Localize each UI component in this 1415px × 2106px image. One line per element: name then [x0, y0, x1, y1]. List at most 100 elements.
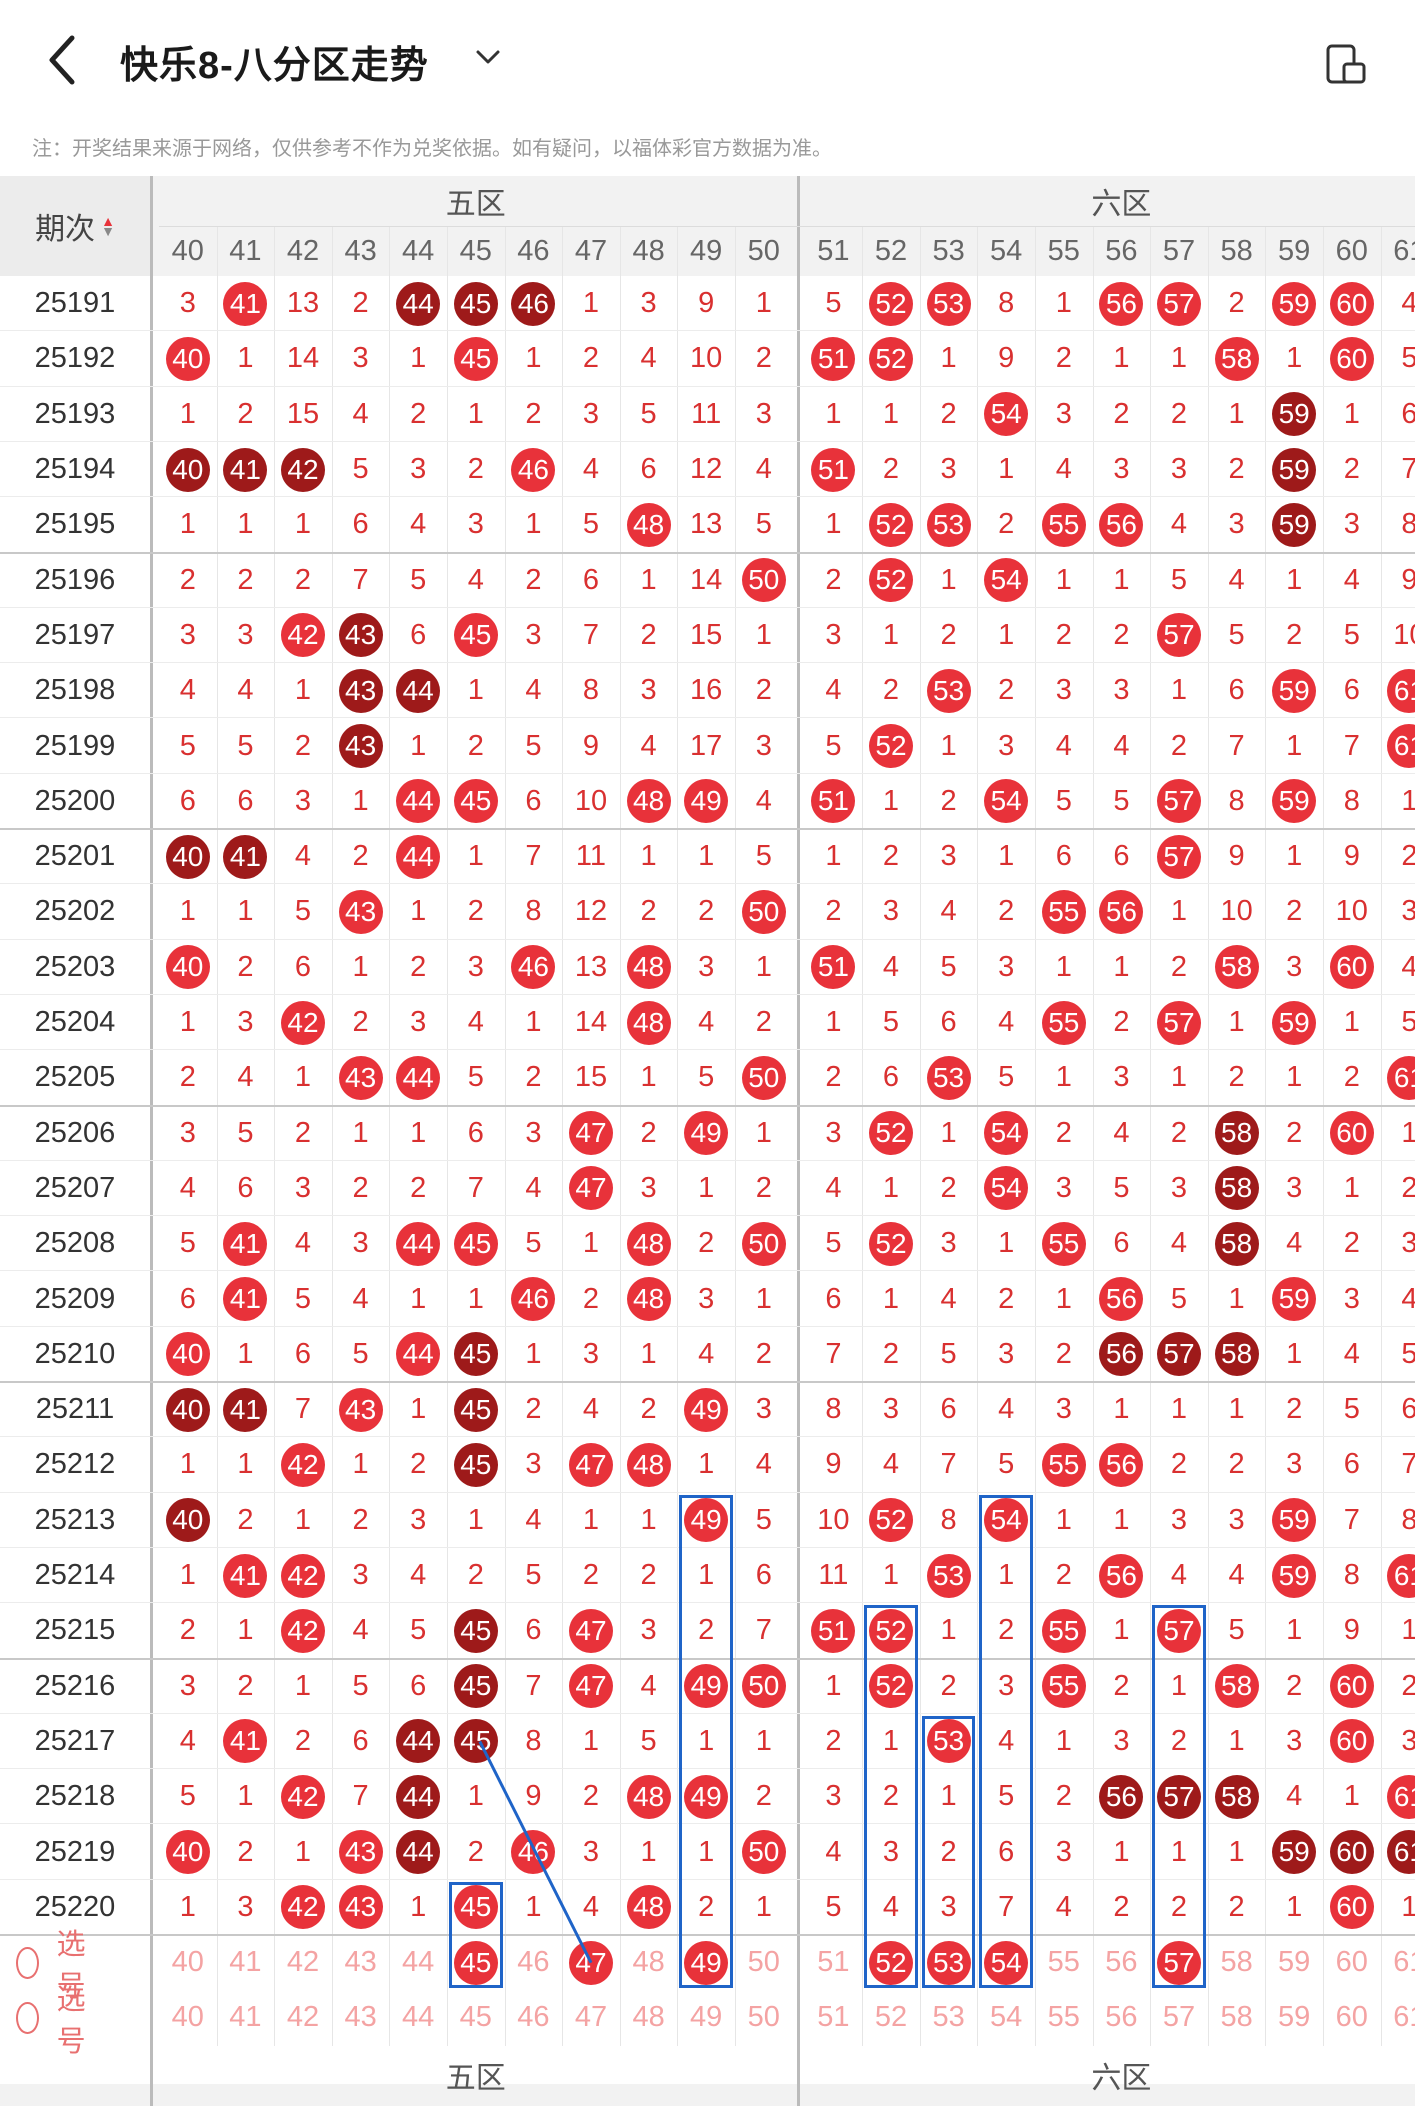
select-number-cell[interactable]: 48: [632, 1946, 665, 1979]
select-number-cell[interactable]: 59: [1278, 1946, 1311, 1979]
select-number-cell[interactable]: 58: [1220, 2001, 1253, 2034]
number-cell: 1: [640, 1835, 657, 1868]
drawn-number-ball: 59: [1272, 1498, 1317, 1543]
number-cell: 54: [977, 553, 1035, 608]
drawn-number-ball: 40: [165, 1830, 210, 1875]
select-number-cell[interactable]: 55: [1047, 2001, 1080, 2034]
drawn-number-ball: 42: [280, 1553, 325, 1598]
select-number-cell[interactable]: 56: [1105, 1946, 1138, 1979]
number-cell: 51: [805, 1603, 863, 1658]
number-cell: 5: [1055, 784, 1072, 817]
drawn-number-ball: 51: [811, 779, 856, 824]
drawn-number-ball: 60: [1329, 1885, 1374, 1930]
select-number-cell[interactable]: 56: [1105, 2001, 1138, 2034]
period-header[interactable]: 期次 ▲ ▼: [0, 176, 150, 276]
select-number-cell[interactable]: 53: [932, 2001, 965, 2034]
picked-number-ball[interactable]: 54: [984, 1940, 1029, 1985]
select-number-cell[interactable]: 55: [1047, 1946, 1080, 1979]
picked-number-ball[interactable]: 49: [684, 1940, 729, 1985]
drawn-number-ball: 46: [511, 281, 556, 326]
select-number-cell[interactable]: 46: [517, 1946, 550, 1979]
number-cell: 48: [620, 1769, 678, 1824]
select-number-button[interactable]: 选号: [16, 1929, 95, 2003]
select-number-cell[interactable]: 41: [229, 2001, 262, 2034]
drawn-number-ball: 51: [811, 1608, 856, 1653]
number-cell: 1: [1113, 1614, 1130, 1647]
select-number-cell[interactable]: 42: [286, 1946, 320, 1979]
number-cell: 2: [640, 1116, 657, 1149]
select-number-cell[interactable]: 40: [171, 2001, 204, 2034]
number-cell: 1: [467, 840, 484, 873]
select-number-cell[interactable]: 54: [977, 1935, 1035, 1990]
select-number-cell[interactable]: 41: [229, 1946, 262, 1979]
select-number-cell[interactable]: 61: [1393, 1946, 1415, 1979]
number-cell: 42: [274, 1880, 332, 1935]
select-number-cell[interactable]: 49: [690, 2001, 723, 2034]
select-number-cell[interactable]: 50: [747, 1946, 780, 1979]
number-cell: 2: [882, 1337, 900, 1370]
select-number-cell[interactable]: 57: [1150, 1935, 1208, 1990]
column-header: 42: [286, 234, 320, 267]
number-cell: 6: [525, 1614, 542, 1647]
zone-label-bottom: 六区: [1091, 2061, 1152, 2095]
back-arrow-icon[interactable]: [40, 30, 88, 90]
number-cell: 1: [237, 895, 254, 928]
number-cell: 2: [294, 1116, 312, 1149]
column-header: 43: [344, 234, 377, 267]
number-cell: 3: [352, 1227, 369, 1260]
period-number: 25198: [34, 674, 116, 707]
sort-icon[interactable]: ▲ ▼: [101, 213, 115, 239]
screen-layout-icon[interactable]: [1322, 40, 1370, 88]
radio-circle-icon[interactable]: [16, 2001, 39, 2034]
number-cell: 2: [1170, 1448, 1188, 1481]
drawn-number-ball: 42: [280, 1774, 325, 1819]
select-number-button[interactable]: 选号: [16, 1984, 95, 2058]
number-cell: 2: [1343, 1061, 1360, 1094]
select-number-cell[interactable]: 57: [1162, 2001, 1196, 2034]
picked-number-ball[interactable]: 47: [568, 1940, 613, 1985]
select-number-cell[interactable]: 53: [920, 1935, 978, 1990]
number-cell: 44: [389, 663, 447, 718]
select-number-cell[interactable]: 51: [817, 2001, 850, 2034]
select-number-cell[interactable]: 50: [747, 2001, 780, 2034]
picked-number-ball[interactable]: 57: [1156, 1940, 1201, 1985]
number-cell: 7: [582, 618, 600, 651]
chevron-down-icon[interactable]: [472, 44, 504, 70]
select-number-cell[interactable]: 51: [817, 1946, 850, 1979]
select-number-cell[interactable]: 58: [1220, 1946, 1253, 1979]
select-number-cell[interactable]: 47: [574, 2001, 608, 2034]
select-number-cell[interactable]: 46: [517, 2001, 550, 2034]
select-number-cell[interactable]: 60: [1335, 1946, 1368, 1979]
select-number-cell[interactable]: 43: [344, 2001, 377, 2034]
number-cell: 2: [179, 1061, 196, 1094]
picked-number-ball[interactable]: 52: [868, 1940, 913, 1985]
select-number-cell[interactable]: 47: [562, 1935, 620, 1990]
number-cell: 4: [940, 1282, 957, 1315]
select-number-cell[interactable]: 59: [1278, 2001, 1311, 2034]
select-number-cell[interactable]: 60: [1335, 2001, 1368, 2034]
drawn-number-ball: 54: [984, 1166, 1029, 1211]
select-number-cell[interactable]: 54: [990, 2001, 1023, 2034]
number-cell: 56: [1093, 276, 1151, 331]
select-number-cell[interactable]: 49: [677, 1935, 735, 1990]
select-number-cell[interactable]: 44: [402, 1946, 435, 1979]
number-cell: 1: [1286, 1614, 1303, 1647]
number-cell: 2: [755, 1006, 772, 1039]
select-number-cell[interactable]: 44: [402, 2001, 435, 2034]
number-cell: 1: [998, 1559, 1015, 1592]
select-number-cell[interactable]: 52: [874, 2001, 908, 2034]
select-number-cell[interactable]: 48: [632, 2001, 665, 2034]
select-number-cell[interactable]: 40: [171, 1946, 204, 1979]
period-number: 25211: [35, 1393, 115, 1426]
number-cell: 57: [1150, 774, 1208, 829]
select-number-cell[interactable]: 61: [1393, 2001, 1415, 2034]
select-number-cell[interactable]: 45: [459, 2001, 492, 2034]
picked-number-ball[interactable]: 53: [926, 1940, 971, 1985]
select-number-cell[interactable]: 42: [286, 2001, 320, 2034]
number-cell: 4: [755, 1448, 772, 1481]
number-cell: 2: [237, 563, 254, 596]
radio-circle-icon[interactable]: [16, 1946, 39, 1979]
select-number-cell[interactable]: 43: [344, 1946, 377, 1979]
drawn-number-ball: 45: [453, 1608, 498, 1653]
select-number-cell[interactable]: 52: [862, 1935, 920, 1990]
